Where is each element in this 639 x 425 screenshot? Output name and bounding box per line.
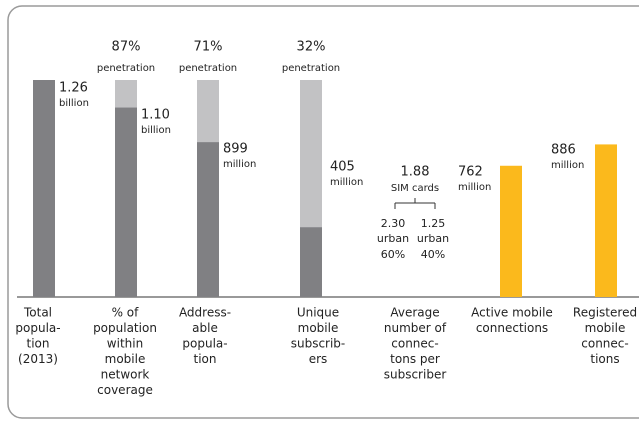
- value-unit: million: [458, 182, 491, 193]
- value-unit: million: [551, 160, 584, 171]
- category-label: Address-: [179, 306, 231, 320]
- split-share: 40%: [421, 248, 445, 261]
- penetration-value: 71%: [194, 40, 223, 55]
- value-label: 886: [551, 143, 576, 158]
- category-label: coverage: [97, 383, 153, 397]
- penetration-value: 32%: [297, 40, 326, 55]
- sim-text: SIM cards: [391, 183, 439, 194]
- category-label: able: [192, 321, 218, 335]
- category-label: % of: [112, 306, 140, 320]
- value-label: 899: [223, 142, 248, 157]
- category-label: mobile: [298, 321, 339, 335]
- split-value: 1.25: [421, 217, 446, 230]
- category-label: connec-: [581, 337, 628, 351]
- category-label: Registered: [573, 306, 637, 320]
- penetration-text: penetration: [179, 63, 237, 74]
- category-label: within: [107, 337, 143, 351]
- category-label: number of: [384, 321, 447, 335]
- category-label: tion: [194, 352, 217, 366]
- category-label: connec-: [391, 337, 438, 351]
- bar: [197, 142, 219, 297]
- category-label: tions: [590, 352, 619, 366]
- category-label: tion: [27, 337, 50, 351]
- value-unit: billion: [59, 98, 89, 109]
- category-label: mobile: [585, 321, 626, 335]
- category-label: mobile: [105, 352, 146, 366]
- category-label: subscriber: [384, 368, 447, 382]
- category-label: popula-: [182, 337, 227, 351]
- value-label: 405: [330, 160, 355, 175]
- value-unit: billion: [141, 125, 171, 136]
- frame: [7, 5, 639, 419]
- split-value: 2.30: [381, 217, 406, 230]
- bar: [595, 144, 617, 297]
- value-unit: million: [330, 177, 363, 188]
- bar: [500, 165, 522, 297]
- value-label: 1.10: [141, 108, 170, 123]
- category-label: connections: [476, 321, 548, 335]
- value-unit: million: [223, 159, 256, 170]
- category-label: Active mobile: [471, 306, 553, 320]
- bar: [115, 107, 137, 297]
- category-label: (2013): [18, 352, 58, 366]
- category-label: ers: [309, 352, 328, 366]
- split-share: 60%: [381, 248, 405, 261]
- bar: [33, 80, 55, 297]
- penetration-text: penetration: [282, 63, 340, 74]
- sim-value: 1.88: [401, 165, 430, 180]
- split-area: urban: [417, 232, 449, 245]
- category-label: tons per: [390, 352, 440, 366]
- penetration-text: penetration: [97, 63, 155, 74]
- category-label: Unique: [297, 306, 339, 320]
- value-label: 1.26: [59, 81, 88, 96]
- value-label: 762: [458, 165, 483, 180]
- category-label: network: [101, 368, 150, 382]
- penetration-value: 87%: [112, 40, 141, 55]
- bar: [300, 227, 322, 297]
- category-label: Total: [23, 306, 52, 320]
- category-label: population: [93, 321, 157, 335]
- category-label: Average: [390, 306, 439, 320]
- category-label: subscrib-: [291, 337, 346, 351]
- category-label: popula-: [15, 321, 60, 335]
- split-area: urban: [377, 232, 409, 245]
